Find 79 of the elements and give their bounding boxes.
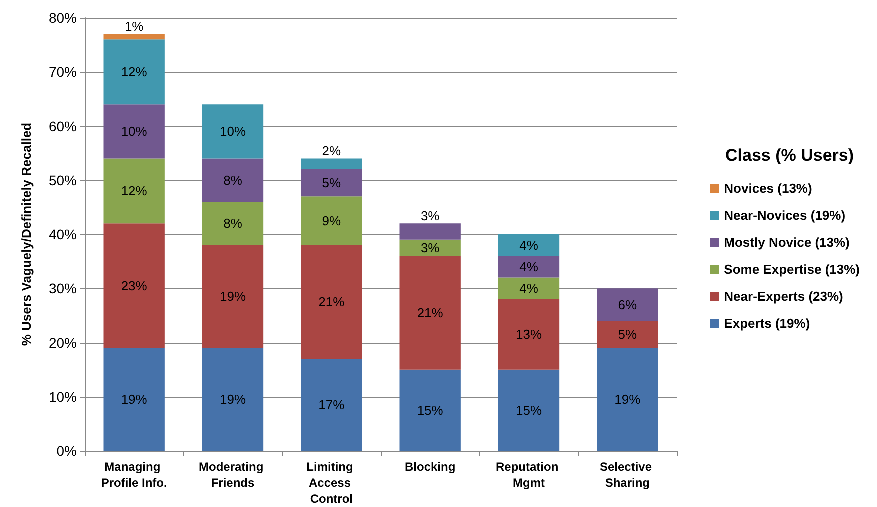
- data-label: 3%: [420, 208, 440, 224]
- bar: [301, 196, 362, 246]
- data-label: 19%: [121, 392, 148, 408]
- y-tick-label: 40%: [48, 226, 77, 242]
- data-label: 9%: [322, 213, 342, 228]
- bar: [597, 321, 658, 348]
- bar: [202, 202, 264, 246]
- bar: [498, 299, 560, 370]
- bar: [301, 358, 362, 451]
- legend-label: Some Expertise (13%): [724, 262, 860, 277]
- x-tick-label: Selective Sharing: [600, 460, 656, 490]
- legend-label: Near-Novices (19%): [724, 208, 846, 223]
- data-label: 4%: [520, 281, 539, 296]
- y-tick-label: 80%: [48, 10, 77, 26]
- data-label: 6%: [618, 297, 638, 312]
- data-label: 1%: [124, 19, 144, 34]
- bar: [202, 245, 264, 348]
- bar: [301, 245, 362, 359]
- legend-label: Near-Experts (23%): [724, 289, 844, 304]
- bar: [498, 370, 560, 451]
- bar: [202, 348, 264, 451]
- data-label: 19%: [220, 289, 246, 304]
- y-tick-label: 10%: [48, 388, 77, 405]
- data-label: 12%: [121, 64, 148, 80]
- bar: [597, 288, 658, 322]
- bar: [104, 158, 165, 224]
- data-label: 19%: [220, 392, 246, 408]
- bar: [498, 256, 560, 278]
- data-label: 21%: [417, 305, 444, 320]
- bar: [400, 370, 461, 451]
- bar: [400, 240, 461, 256]
- data-label: 17%: [318, 397, 346, 412]
- legend-label: Mostly Novice (13%): [724, 235, 850, 250]
- bar: [597, 348, 658, 451]
- data-label: 3%: [420, 240, 440, 256]
- x-tick-label: Limiting Access Control: [306, 460, 357, 506]
- data-label: 5%: [322, 176, 342, 191]
- bar: [104, 104, 165, 159]
- data-label: 23%: [121, 278, 148, 294]
- legend-title: Class (% Users): [725, 146, 854, 165]
- bar: [301, 170, 362, 197]
- bar: [400, 256, 461, 370]
- legend-label: Novices (13%): [724, 181, 812, 196]
- bar: [498, 234, 560, 256]
- x-tick-label: Blocking: [404, 460, 456, 474]
- data-label: 15%: [516, 402, 542, 418]
- data-label: 19%: [614, 392, 642, 408]
- data-label: 15%: [417, 402, 444, 418]
- bar: [498, 278, 560, 300]
- y-tick-label: 30%: [48, 280, 77, 297]
- bar: [104, 224, 165, 348]
- y-tick-label: 60%: [48, 118, 77, 134]
- data-label: 5%: [618, 327, 638, 342]
- data-label: 12%: [121, 184, 148, 199]
- data-label: 10%: [220, 124, 246, 140]
- x-tick-label: Moderating Friends: [199, 460, 267, 490]
- data-label: 13%: [516, 327, 542, 342]
- data-label: 4%: [520, 238, 539, 253]
- bar: [202, 158, 264, 202]
- bar: [400, 224, 461, 240]
- data-label: 10%: [121, 124, 148, 140]
- y-tick-label: 70%: [48, 64, 77, 80]
- bar: [104, 40, 165, 105]
- data-label: 21%: [318, 294, 346, 310]
- legend-label: Experts (19%): [724, 316, 810, 331]
- y-tick-label: 0%: [56, 443, 77, 459]
- y-tick-label: 50%: [48, 172, 77, 188]
- data-label: 8%: [224, 216, 243, 232]
- data-label: 8%: [224, 172, 243, 188]
- bar: [104, 34, 165, 40]
- bar: [301, 158, 362, 170]
- data-label: 4%: [520, 259, 539, 274]
- y-axis-title: % Users Vaguely/Definitely Recalled: [19, 122, 34, 346]
- bar: [202, 104, 264, 159]
- y-tick-label: 20%: [48, 334, 77, 351]
- bar: [104, 348, 165, 451]
- x-tick-label: Reputation Mgmt: [496, 460, 562, 490]
- data-label: 2%: [322, 144, 342, 159]
- x-tick-label: Managing Profile Info.: [101, 460, 168, 490]
